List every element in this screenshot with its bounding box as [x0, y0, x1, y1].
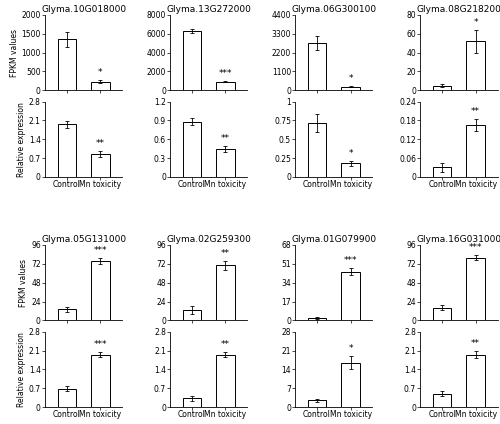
Bar — [58, 39, 76, 90]
Text: **: ** — [471, 339, 480, 348]
Bar — [91, 261, 110, 321]
Bar — [91, 154, 110, 177]
Text: ***: *** — [344, 256, 358, 265]
Text: **: ** — [221, 248, 230, 258]
Bar — [342, 87, 360, 90]
Bar — [216, 265, 234, 321]
Title: Glyma.13G272000: Glyma.13G272000 — [166, 5, 251, 14]
Y-axis label: Relative expression: Relative expression — [17, 102, 26, 177]
Bar — [342, 163, 360, 177]
Y-axis label: FPKM values: FPKM values — [10, 28, 18, 76]
Text: **: ** — [221, 134, 230, 143]
Bar — [182, 122, 201, 177]
Title: Glyma.10G018000: Glyma.10G018000 — [41, 5, 126, 14]
Title: Glyma.01G079900: Glyma.01G079900 — [291, 235, 376, 244]
Bar — [466, 41, 485, 90]
Bar — [58, 389, 76, 407]
Bar — [308, 123, 326, 177]
Text: ***: *** — [469, 243, 482, 252]
Title: Glyma.16G031000: Glyma.16G031000 — [416, 235, 500, 244]
Title: Glyma.08G218200: Glyma.08G218200 — [416, 5, 500, 14]
Bar — [91, 354, 110, 407]
Title: Glyma.02G259300: Glyma.02G259300 — [166, 235, 251, 244]
Title: Glyma.05G131000: Glyma.05G131000 — [41, 235, 126, 244]
Bar — [433, 167, 452, 177]
Bar — [466, 257, 485, 321]
Text: **: ** — [96, 139, 105, 148]
Bar — [216, 354, 234, 407]
Bar — [58, 124, 76, 177]
Bar — [58, 310, 76, 321]
Bar — [308, 318, 326, 321]
Bar — [433, 308, 452, 321]
Bar — [308, 43, 326, 90]
Text: *: * — [474, 18, 478, 27]
Text: *: * — [348, 74, 353, 83]
Bar — [308, 400, 326, 407]
Text: **: ** — [471, 107, 480, 116]
Y-axis label: FPKM values: FPKM values — [20, 259, 28, 307]
Bar — [182, 399, 201, 407]
Bar — [91, 81, 110, 90]
Text: ***: *** — [218, 69, 232, 78]
Bar — [216, 149, 234, 177]
Bar — [433, 86, 452, 90]
Text: ***: *** — [94, 245, 107, 254]
Text: ***: *** — [94, 340, 107, 349]
Bar — [433, 393, 452, 407]
Bar — [342, 363, 360, 407]
Y-axis label: Relative expression: Relative expression — [17, 332, 26, 407]
Text: **: ** — [221, 340, 230, 349]
Bar — [466, 125, 485, 177]
Bar — [182, 31, 201, 90]
Bar — [342, 272, 360, 321]
Text: *: * — [348, 344, 353, 353]
Bar — [216, 82, 234, 90]
Text: *: * — [348, 149, 353, 158]
Text: *: * — [98, 68, 102, 77]
Bar — [466, 354, 485, 407]
Title: Glyma.06G300100: Glyma.06G300100 — [291, 5, 376, 14]
Bar — [182, 310, 201, 321]
